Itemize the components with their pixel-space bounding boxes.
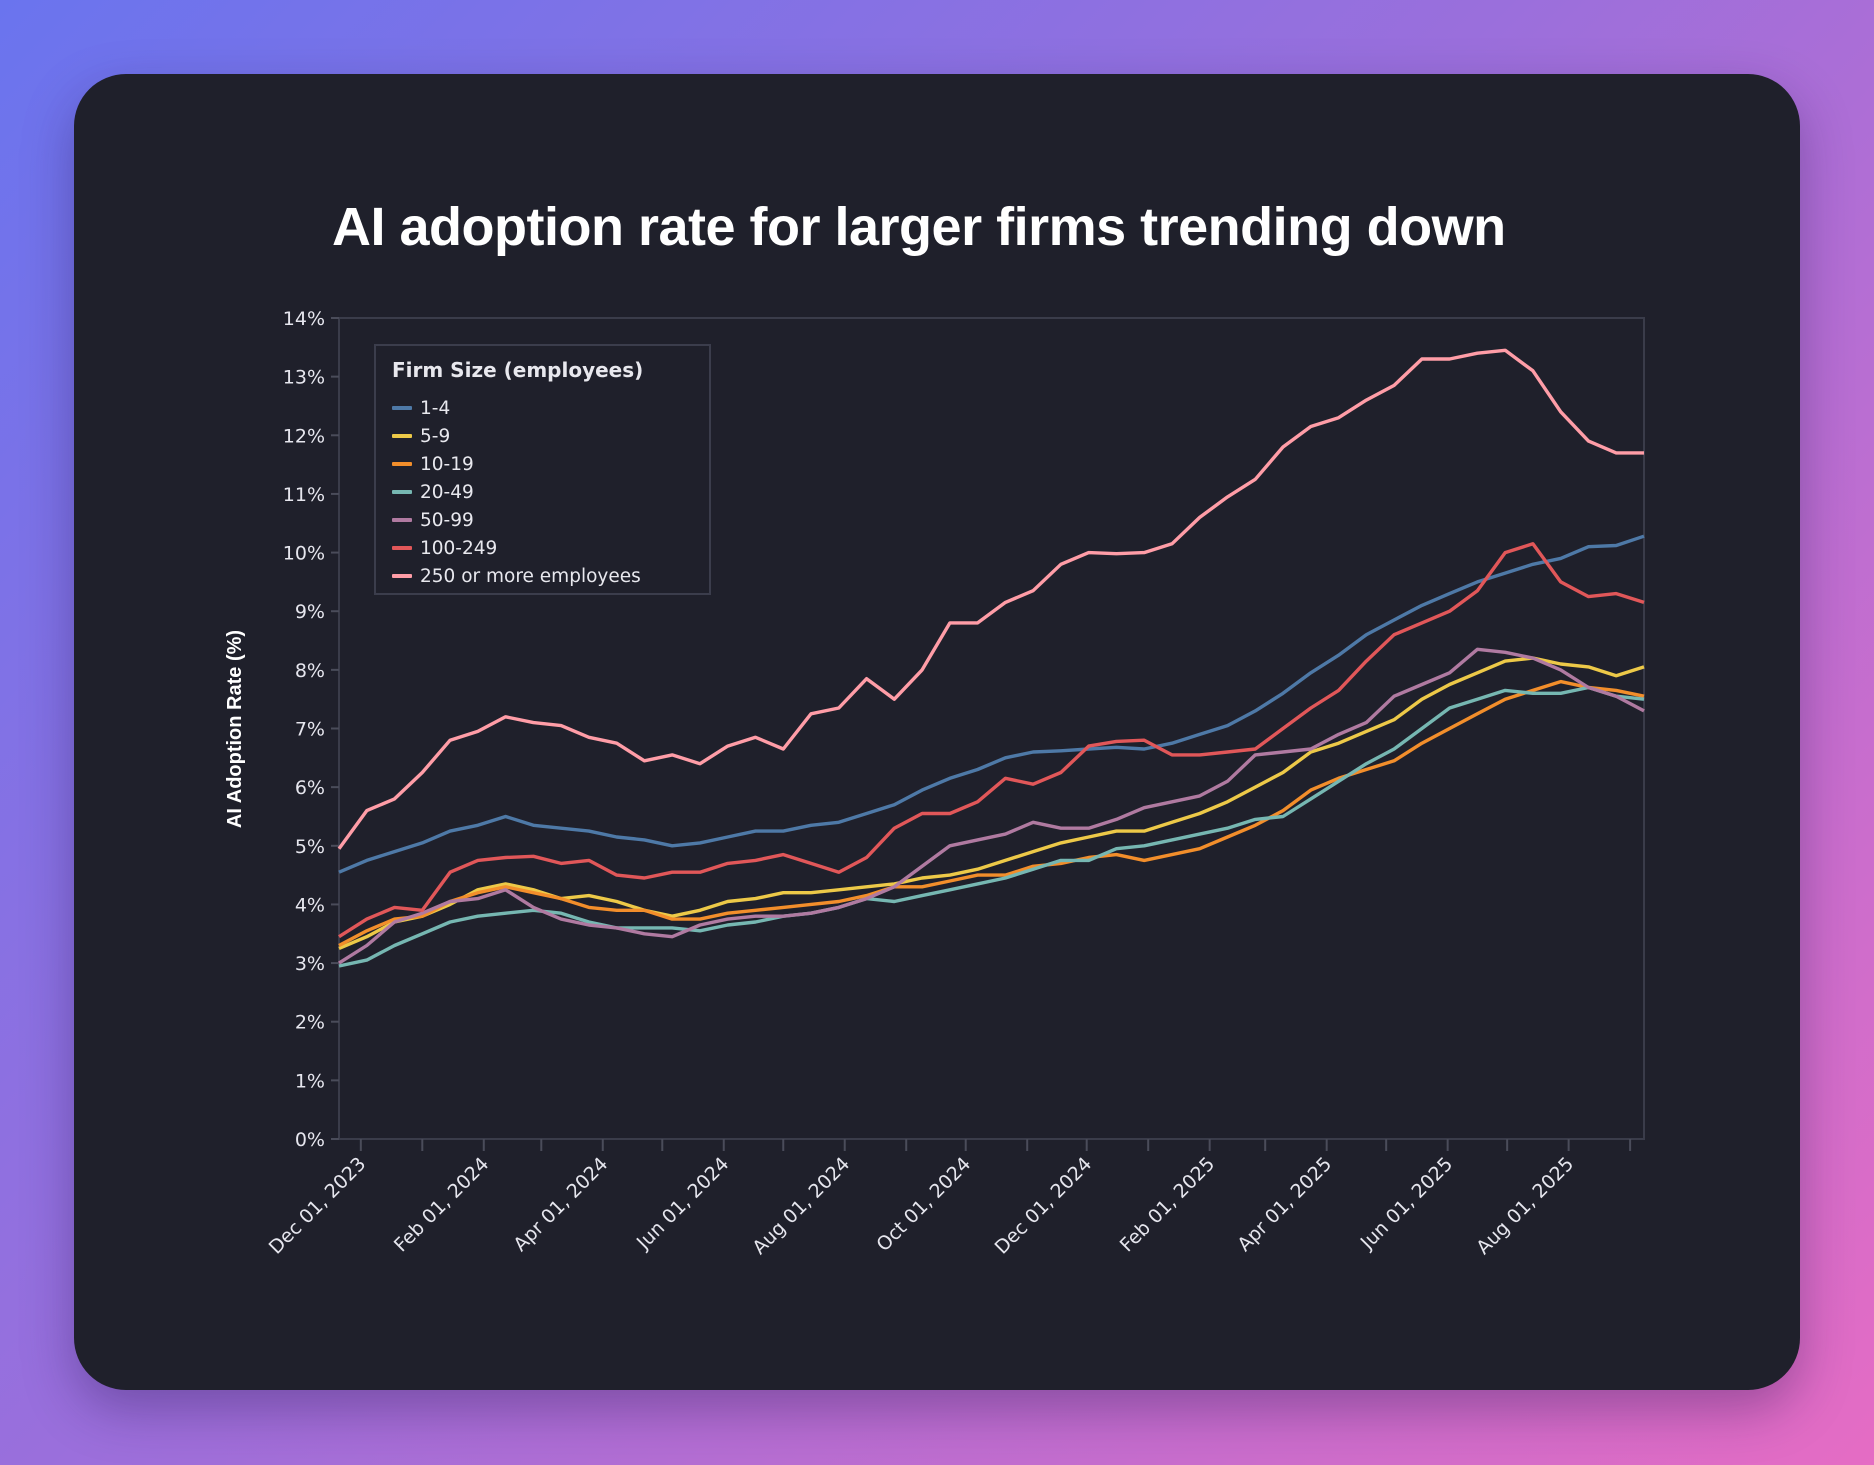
legend-label: 5-9 (420, 425, 451, 447)
legend-swatch (392, 546, 412, 550)
legend-swatch (392, 574, 412, 578)
y-tick-label: 0% (295, 1129, 325, 1151)
series-line (338, 685, 1645, 968)
series-line (337, 348, 1644, 850)
legend-swatch (392, 462, 412, 466)
legend-swatch (392, 434, 412, 438)
series-10-19 (338, 679, 1645, 948)
x-tick-label: Dec 01, 2023 (265, 1153, 371, 1259)
legend-item[interactable]: 1-4 (392, 394, 709, 422)
x-tick-label: Jun 01, 2024 (632, 1153, 733, 1254)
x-tick-label: Apr 01, 2024 (509, 1153, 612, 1256)
y-tick-label: 9% (295, 601, 325, 623)
legend-item[interactable]: 5-9 (392, 422, 709, 450)
y-tick-label: 4% (295, 894, 325, 916)
series-5-9 (338, 656, 1645, 950)
legend-label: 250 or more employees (420, 565, 641, 587)
series-1-4 (338, 534, 1645, 874)
series-250-or-more-employees (337, 348, 1644, 850)
legend: Firm Size (employees) 1-4 5-9 10-19 20-49 50… (374, 344, 711, 595)
series-50-99 (338, 647, 1645, 965)
y-tick-label: 12% (283, 425, 325, 447)
legend-swatch (392, 490, 412, 494)
legend-label: 20-49 (420, 481, 474, 503)
y-tick-label: 2% (295, 1012, 325, 1034)
legend-item[interactable]: 250 or more employees (392, 562, 709, 590)
x-tick-label: Aug 01, 2024 (748, 1153, 854, 1259)
series-line (338, 542, 1645, 939)
legend-swatch (392, 518, 412, 522)
series-100-249 (338, 542, 1645, 939)
y-tick-label: 11% (283, 484, 325, 506)
x-tick-label: Dec 01, 2024 (991, 1153, 1097, 1259)
legend-title: Firm Size (employees) (392, 358, 644, 382)
legend-item[interactable]: 50-99 (392, 506, 709, 534)
y-tick-label: 13% (283, 367, 325, 389)
chart-title: AI adoption rate for larger firms trendi… (332, 197, 1506, 257)
x-tick-label: Feb 01, 2025 (1116, 1153, 1219, 1256)
chart-card (74, 74, 1800, 1390)
x-tick-label: Aug 01, 2025 (1472, 1153, 1578, 1259)
legend-item[interactable]: 20-49 (392, 478, 709, 506)
y-tick-label: 10% (283, 543, 325, 565)
series-line (338, 679, 1645, 948)
y-tick-label: 5% (295, 836, 325, 858)
y-tick-label: 8% (295, 660, 325, 682)
series-line (338, 656, 1645, 950)
legend-item[interactable]: 10-19 (392, 450, 709, 478)
legend-label: 50-99 (420, 509, 474, 531)
x-tick-label: Jun 01, 2025 (1356, 1153, 1457, 1254)
y-tick-label: 14% (283, 308, 325, 330)
y-axis-label: AI Adoption Rate (%) (224, 630, 246, 828)
y-tick-label: 1% (295, 1070, 325, 1092)
series-line (338, 534, 1645, 874)
y-tick-label: 7% (295, 719, 325, 741)
legend-swatch (392, 406, 412, 410)
x-tick-label: Apr 01, 2025 (1233, 1153, 1336, 1256)
x-tick-label: Feb 01, 2024 (390, 1153, 493, 1256)
legend-label: 10-19 (420, 453, 474, 475)
legend-label: 100-249 (420, 537, 498, 559)
legend-label: 1-4 (420, 397, 451, 419)
y-tick-label: 6% (295, 777, 325, 799)
series-20-49 (338, 685, 1645, 968)
legend-item[interactable]: 100-249 (392, 534, 709, 562)
series-line (338, 647, 1645, 965)
x-tick-label: Oct 01, 2024 (872, 1153, 975, 1256)
y-tick-label: 3% (295, 953, 325, 975)
